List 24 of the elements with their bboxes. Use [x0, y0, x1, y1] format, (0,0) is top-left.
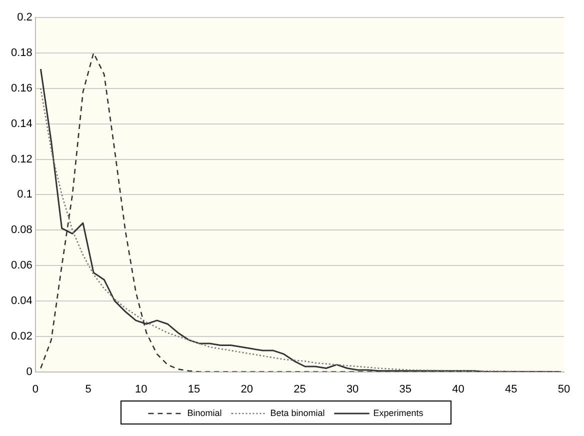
x-tick-label: 15	[188, 383, 200, 396]
x-tick-label: 45	[505, 383, 518, 396]
y-tick-label: 0.16	[10, 82, 32, 94]
x-tick-label: 35	[399, 383, 412, 396]
legend-label: Binomial	[187, 408, 222, 418]
y-tick-label: 0.02	[10, 330, 32, 342]
legend-label: Experiments	[373, 408, 424, 418]
x-tick-label: 50	[558, 383, 570, 396]
x-tick-label: 40	[452, 383, 464, 396]
y-tick-label: 0.04	[10, 294, 32, 307]
y-tick-label: 0.14	[10, 118, 32, 130]
x-tick-label: 25	[294, 383, 306, 396]
y-tick-label: 0.18	[10, 47, 32, 60]
x-tick-label: 30	[346, 383, 359, 396]
x-tick-label: 10	[135, 383, 148, 396]
y-tick-label: 0.06	[10, 260, 32, 272]
y-tick-label: 0.1	[17, 188, 32, 201]
y-tick-label: 0	[26, 366, 32, 378]
x-tick-label: 20	[240, 383, 253, 396]
legend-label: Beta binomial	[270, 408, 325, 418]
y-tick-label: 0.08	[10, 224, 32, 236]
x-tick-label: 5	[85, 383, 92, 396]
y-tick-label: 0.2	[17, 12, 32, 24]
y-tick-label: 0.12	[10, 153, 32, 166]
